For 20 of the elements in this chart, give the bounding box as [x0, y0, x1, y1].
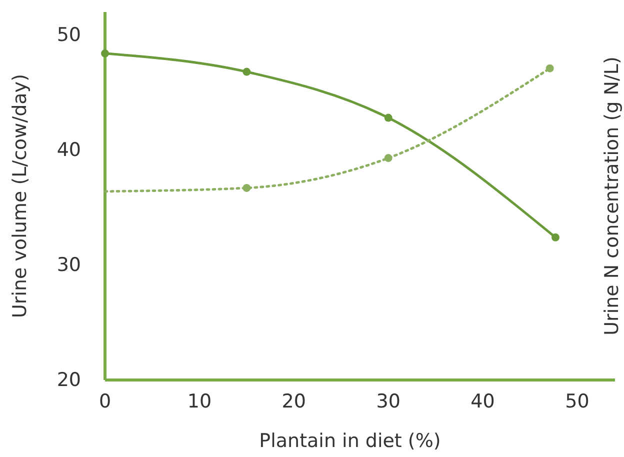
x-axis-title: Plantain in diet (%): [259, 430, 441, 452]
point: [384, 114, 392, 122]
y-tick-label: 20: [56, 369, 81, 392]
y-tick-label: 30: [56, 254, 81, 276]
y2-axis-title: Urine N concentration (g N/L): [601, 56, 623, 336]
x-tick-label: 10: [187, 390, 212, 412]
x-tick-label: 50: [565, 390, 590, 412]
x-tick-label: 0: [98, 390, 112, 412]
point: [552, 233, 560, 242]
x-tick-label: 30: [376, 390, 400, 412]
point: [242, 68, 251, 76]
point: [101, 49, 109, 58]
x-tick-label: 40: [470, 390, 495, 412]
x-tick-label: 20: [282, 390, 306, 412]
y-tick-label: 40: [56, 139, 81, 162]
point: [546, 64, 554, 72]
point: [242, 184, 251, 192]
point: [384, 154, 392, 162]
y-tick-label: 50: [56, 24, 81, 46]
y-axis-title: Urine volume (L/cow/day): [9, 74, 31, 318]
